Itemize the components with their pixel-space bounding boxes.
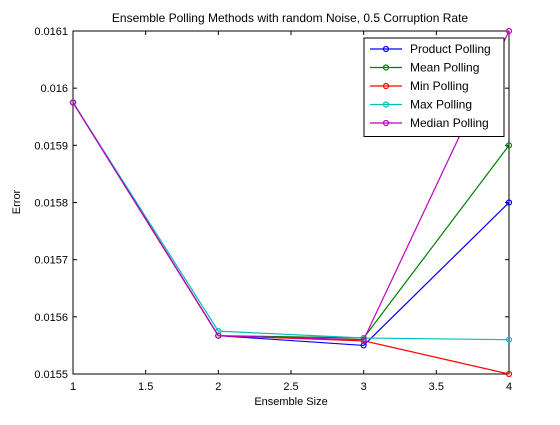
legend-label: Mean Polling	[410, 61, 479, 75]
x-tick-label: 2.5	[283, 381, 298, 393]
y-tick-label: 0.0156	[34, 312, 68, 324]
y-tick-label: 0.0158	[34, 198, 68, 210]
legend: Product Polling Mean Polling Min Polling Ma…	[363, 37, 505, 137]
x-tick-label: 4	[506, 381, 512, 393]
y-tick-label: 0.0161	[34, 26, 68, 38]
series-line	[72, 102, 510, 341]
y-tick-label: 0.0159	[34, 140, 68, 152]
x-tick-label: 1	[70, 381, 76, 393]
legend-swatch-marker	[382, 119, 390, 127]
series-line	[72, 30, 510, 341]
y-tick-label: 0.016	[40, 83, 68, 95]
x-tick-label: 1.5	[138, 381, 153, 393]
x-tick-label: 3	[361, 381, 367, 393]
legend-label: Median Polling	[410, 116, 489, 130]
legend-item: Mean Polling	[370, 61, 479, 75]
series-layer	[69, 27, 513, 378]
legend-swatch-marker	[382, 101, 390, 108]
y-axis-label: Error	[11, 189, 23, 214]
legend-item: Product Polling	[370, 42, 491, 56]
legend-label: Min Polling	[410, 79, 469, 93]
data-point	[360, 336, 367, 343]
legend-box	[363, 37, 505, 137]
data-point	[215, 332, 222, 339]
legend-label: Max Polling	[410, 98, 472, 112]
y-tick-label: 0.0157	[34, 255, 68, 267]
x-tick-label: 2	[215, 381, 221, 393]
y-tick-label: 0.0155	[34, 369, 68, 381]
legend-swatch-marker	[382, 45, 390, 53]
legend-swatch-marker	[382, 82, 390, 90]
data-point	[69, 99, 77, 106]
data-point	[505, 142, 513, 149]
legend-swatch-marker	[382, 64, 390, 71]
legend-item: Max Polling	[370, 98, 472, 112]
legend-label: Product Polling	[410, 42, 491, 56]
data-point	[505, 336, 513, 343]
data-point	[505, 27, 513, 35]
legend-item: Min Polling	[370, 79, 469, 93]
legend-item: Median Polling	[370, 116, 489, 130]
chart-title: Ensemble Polling Methods with random Noi…	[112, 11, 469, 25]
x-axis-label: Ensemble Size	[254, 396, 327, 408]
x-tick-label: 3.5	[429, 381, 444, 393]
data-point	[505, 199, 513, 206]
data-point	[505, 370, 513, 378]
series-median-polling	[69, 27, 513, 343]
